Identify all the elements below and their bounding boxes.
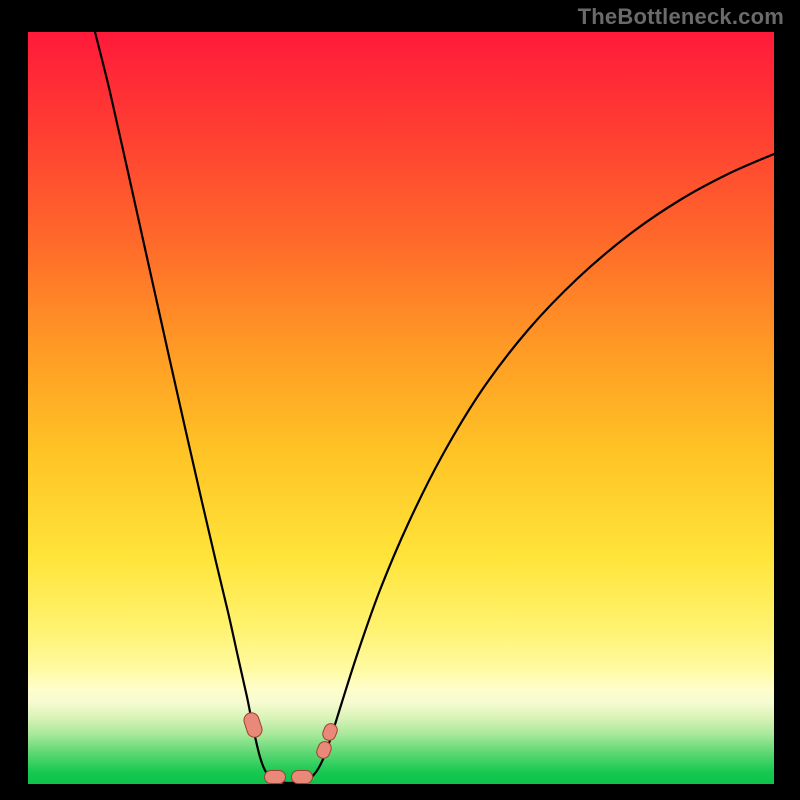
watermark-text: TheBottleneck.com — [578, 4, 784, 30]
plot-area — [28, 32, 774, 784]
plot-frame — [28, 32, 774, 784]
marker-1 — [264, 770, 286, 784]
marker-4 — [320, 721, 340, 743]
marker-2 — [291, 770, 313, 784]
marker-3 — [314, 739, 334, 761]
marker-0 — [241, 710, 264, 740]
markers-layer — [28, 32, 774, 784]
